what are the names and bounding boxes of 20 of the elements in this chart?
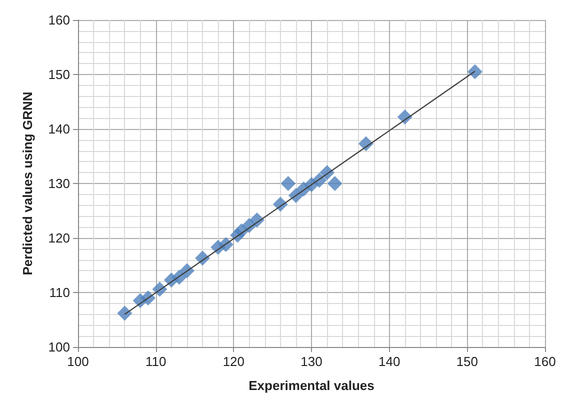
point: [280, 176, 296, 191]
x-tick-label: 150: [456, 354, 478, 369]
y-tick-label: 150: [48, 67, 70, 82]
y-tick-label: 100: [48, 340, 70, 354]
x-axis-title: Experimental values: [248, 378, 374, 393]
y-tick-label: 140: [48, 122, 70, 136]
x-tick-label: 110: [145, 354, 166, 369]
point: [467, 64, 482, 80]
point: [327, 176, 342, 191]
point: [117, 306, 132, 321]
y-tick-label: 160: [48, 12, 70, 28]
y-axis-title: Perdicted values using GRNN: [20, 92, 35, 276]
x-tick-label: 120: [222, 354, 245, 369]
x-tick-label: 160: [534, 354, 556, 369]
y-tick-label: 120: [48, 230, 70, 246]
y-tick-label: 130: [48, 176, 70, 191]
x-tick-label: 100: [67, 354, 89, 369]
y-tick-label: 110: [49, 285, 70, 300]
x-tick-label: 140: [378, 354, 400, 369]
x-tick-label: 130: [300, 354, 322, 369]
